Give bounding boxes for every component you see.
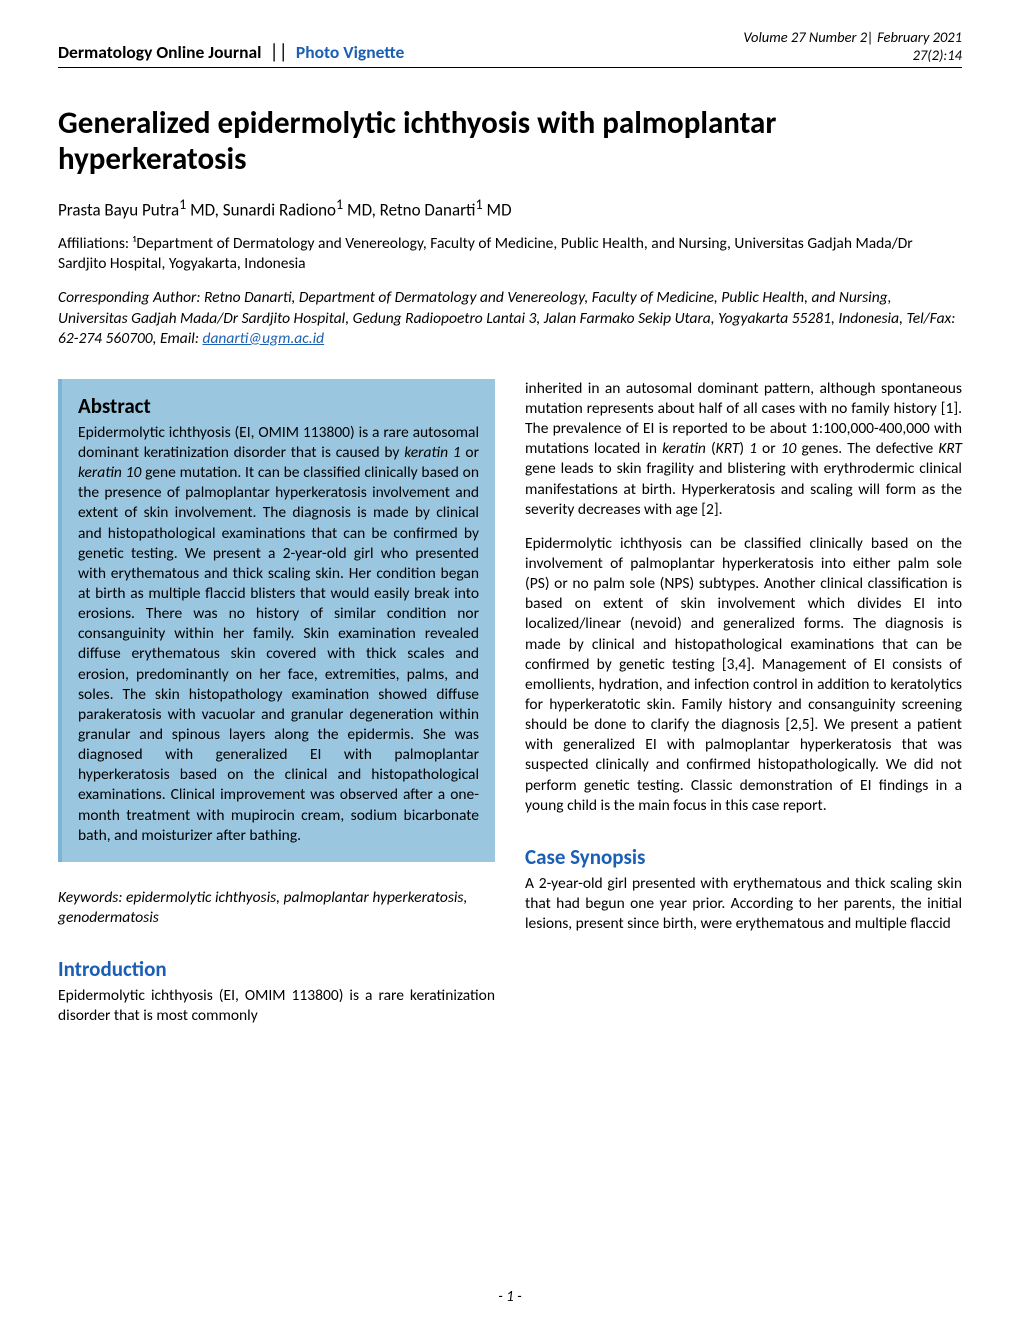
case-synopsis-heading: Case Synopsis — [525, 844, 962, 870]
journal-name: Dermatology Online Journal — [58, 41, 261, 63]
keywords: Keywords: epidermolytic ichthyosis, palm… — [58, 888, 495, 928]
introduction-col1: Epidermolytic ichthyosis (EI, OMIM 11380… — [58, 986, 495, 1026]
two-column-layout: Abstract Epidermolytic ichthyosis (EI, O… — [58, 379, 962, 1027]
corresponding-email-link[interactable]: danarti@ugm.ac.id — [202, 329, 324, 348]
header-right: Volume 27 Number 2| February 2021 27(2):… — [743, 28, 962, 64]
page-header: Dermatology Online Journal || Photo Vign… — [58, 28, 962, 68]
introduction-col2: inherited in an autosomal dominant patte… — [525, 379, 962, 816]
corresponding-author: Corresponding Author: Retno Danarti, Dep… — [58, 288, 962, 348]
affiliations: Affiliations: ¹Department of Dermatology… — [58, 234, 962, 274]
volume-line: Volume 27 Number 2| February 2021 — [743, 28, 962, 46]
abstract-text: Epidermolytic ichthyosis (EI, OMIM 11380… — [78, 423, 479, 846]
introduction-p2: Epidermolytic ichthyosis can be classifi… — [525, 534, 962, 816]
right-column: inherited in an autosomal dominant patte… — [525, 379, 962, 1027]
authors: Prasta Bayu Putra1 MD, Sunardi Radiono1 … — [58, 196, 962, 221]
left-column: Abstract Epidermolytic ichthyosis (EI, O… — [58, 379, 495, 1027]
page-number: - 1 - — [0, 1288, 1020, 1306]
abstract-box: Abstract Epidermolytic ichthyosis (EI, O… — [58, 379, 495, 862]
article-type: Photo Vignette — [296, 41, 404, 63]
header-left: Dermatology Online Journal || Photo Vign… — [58, 40, 404, 64]
article-title: Generalized epidermolytic ichthyosis wit… — [58, 106, 962, 177]
abstract-heading: Abstract — [78, 393, 479, 419]
introduction-p1: inherited in an autosomal dominant patte… — [525, 379, 962, 520]
corresponding-text: Corresponding Author: Retno Danarti, Dep… — [58, 288, 955, 347]
case-synopsis-text: A 2-year-old girl presented with erythem… — [525, 874, 962, 934]
issue-line: 27(2):14 — [743, 46, 962, 64]
introduction-heading: Introduction — [58, 956, 495, 982]
header-divider: || — [269, 40, 287, 64]
